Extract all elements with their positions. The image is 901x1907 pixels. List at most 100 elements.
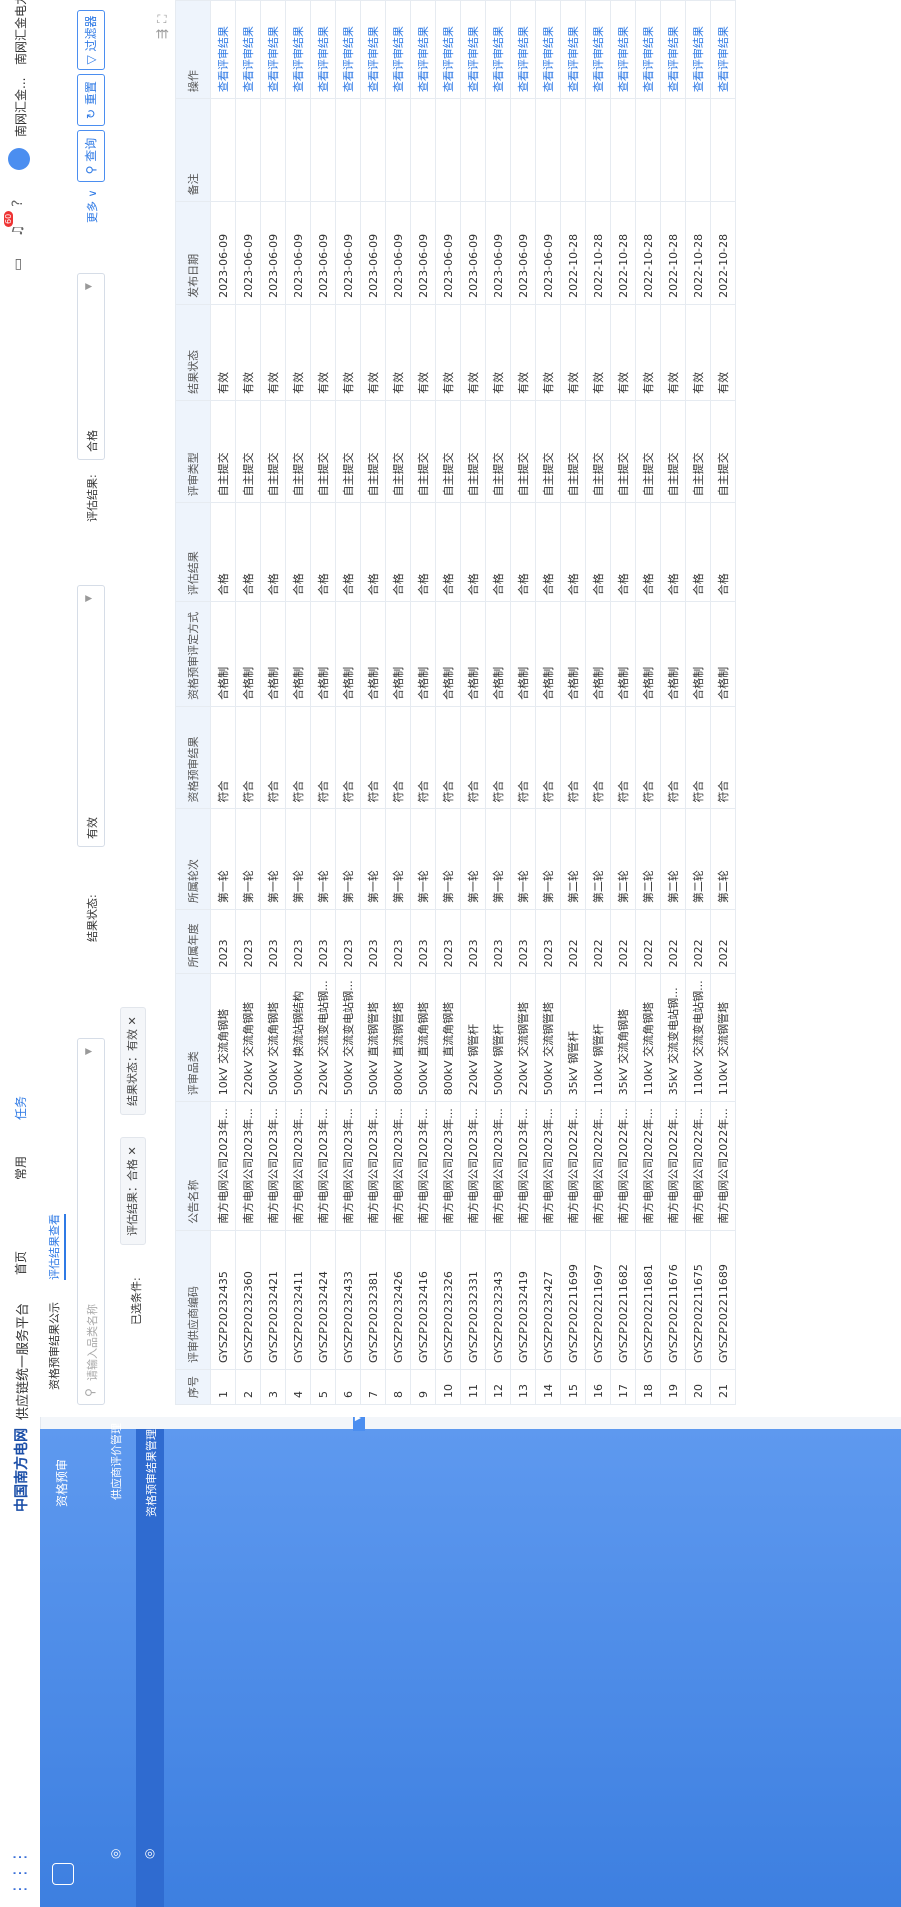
action-link[interactable]: 查看评审结果 <box>285 0 311 99</box>
table-cell: 合格 <box>235 502 261 602</box>
table-cell: 500kV 交流变电站钢... <box>335 973 361 1102</box>
column-header: 备注 <box>175 98 211 202</box>
action-link[interactable]: 查看评审结果 <box>260 0 286 99</box>
nav-item[interactable]: 常用 <box>14 1155 28 1180</box>
table-cell: GYSZP20232326 <box>435 1230 461 1370</box>
table-cell: 2022 <box>660 909 686 974</box>
select-value: 有效 <box>86 817 99 839</box>
table-cell: 合格 <box>510 502 536 602</box>
action-link[interactable]: 查看评审结果 <box>635 0 661 99</box>
table-cell: 合格制 <box>660 601 686 707</box>
more-toggle[interactable]: 更多 ∨ <box>86 189 99 223</box>
table-cell <box>635 98 661 202</box>
tab[interactable]: 资格预审结果公示 <box>48 1302 61 1390</box>
table-cell: 合格 <box>285 502 311 602</box>
menu-item[interactable]: 资格预审 <box>55 1458 69 1507</box>
filter-button[interactable]: ▽ 过滤器 <box>77 10 105 70</box>
action-link[interactable]: 查看评审结果 <box>435 0 461 99</box>
action-link[interactable]: 查看评审结果 <box>335 0 361 99</box>
table-cell: 12 <box>485 1369 511 1405</box>
selected-label: 已选条件: <box>130 1277 143 1325</box>
table-cell: 南方电网公司2022年... <box>585 1101 611 1231</box>
avatar[interactable] <box>8 148 30 170</box>
table-cell: 800kV 直流角钢塔 <box>435 973 461 1102</box>
action-link[interactable]: 查看评审结果 <box>510 0 536 99</box>
action-link[interactable]: 查看评审结果 <box>685 0 711 99</box>
table-cell: GYSZP202211675 <box>685 1230 711 1370</box>
filter-label: 评估结果: <box>86 474 99 522</box>
table-cell: 合格 <box>385 502 411 602</box>
action-link[interactable]: 查看评审结果 <box>460 0 486 99</box>
table-cell: 合格 <box>485 502 511 602</box>
table-cell: 500kV 交流钢管塔 <box>535 973 561 1102</box>
action-link[interactable]: 查看评审结果 <box>535 0 561 99</box>
user-name[interactable]: 南网汇金电力设... <box>14 0 28 65</box>
menu-item[interactable]: 资格预审结果管理 <box>145 1429 158 1517</box>
table-cell: 第一轮 <box>535 808 561 910</box>
table-row: 5 GYSZP20232424 南方电网公司2023年... 220kV 交流变电站钢… <box>310 0 336 1405</box>
table-cell: GYSZP202211681 <box>635 1230 661 1370</box>
reset-button[interactable]: ↻ 重置 <box>77 74 105 126</box>
table-cell: 合格制 <box>685 601 711 707</box>
table-cell: 符合 <box>410 706 436 809</box>
nav-item[interactable]: 任务 <box>14 1095 28 1120</box>
action-link[interactable]: 查看评审结果 <box>610 0 636 99</box>
table-cell: 南方电网公司2023年... <box>460 1101 486 1231</box>
table-cell: 南方电网公司2023年... <box>410 1101 436 1231</box>
selected-tag[interactable]: 评估结果：合格 ✕ <box>120 1137 146 1245</box>
table-cell: 有效 <box>610 304 636 401</box>
action-link[interactable]: 查看评审结果 <box>560 0 586 99</box>
button-label: 重置 <box>84 81 98 106</box>
table-cell: 5 <box>310 1369 336 1405</box>
table-cell: 符合 <box>510 706 536 809</box>
table-cell: 有效 <box>635 304 661 401</box>
action-link[interactable]: 查看评审结果 <box>410 0 436 99</box>
table-cell: 南方电网公司2023年... <box>235 1101 261 1231</box>
table-cell: 2023 <box>385 909 411 974</box>
table-cell: 2022 <box>635 909 661 974</box>
app-grid-icon[interactable]: ⋮⋮⋮ <box>10 1849 29 1897</box>
action-link[interactable]: 查看评审结果 <box>710 0 736 99</box>
table-row: 20 GYSZP202211675 南方电网公司2022年... 110kV 交流变电… <box>685 0 711 1405</box>
action-link[interactable]: 查看评审结果 <box>235 0 261 99</box>
action-link[interactable]: 查看评审结果 <box>485 0 511 99</box>
table-cell: 2023-06-09 <box>235 201 261 305</box>
message-icon[interactable]: ▭ <box>10 257 26 271</box>
table-cell: GYSZP20232435 <box>210 1230 236 1370</box>
menu-item[interactable]: 供应商评价管理 <box>110 1423 123 1500</box>
table-cell: 15 <box>560 1369 586 1405</box>
table-cell: GYSZP202211676 <box>660 1230 686 1370</box>
action-link[interactable]: 查看评审结果 <box>210 0 236 99</box>
column-settings-icon[interactable]: ⇶ <box>155 28 169 39</box>
query-button[interactable]: ⚲ 查询 <box>77 130 105 182</box>
help-icon[interactable]: ? <box>10 199 26 207</box>
table-cell: 南方电网公司2023年... <box>535 1101 561 1231</box>
table-cell: 2023-06-09 <box>360 201 386 305</box>
table-cell: 合格制 <box>710 601 736 707</box>
user-org[interactable]: 南网汇金... <box>14 77 28 137</box>
table-cell: 220kV 钢管杆 <box>460 973 486 1102</box>
platform-name: 供应链统一服务平台 <box>16 1302 31 1420</box>
selected-tag[interactable]: 结果状态：有效 ✕ <box>120 1007 146 1115</box>
table-cell: 2022 <box>610 909 636 974</box>
table-cell: 2023 <box>535 909 561 974</box>
tab-active[interactable]: 评估结果查看 <box>46 1214 66 1280</box>
action-link[interactable]: 查看评审结果 <box>310 0 336 99</box>
table-cell: 有效 <box>460 304 486 401</box>
action-link[interactable]: 查看评审结果 <box>660 0 686 99</box>
table-cell: 符合 <box>685 706 711 809</box>
bell-icon[interactable]: ♫ <box>10 224 26 237</box>
table-cell: 自主提交 <box>485 400 511 503</box>
table-cell: 合格制 <box>385 601 411 707</box>
table-cell: 8 <box>385 1369 411 1405</box>
placeholder: 请输入品类名称 <box>86 1304 99 1381</box>
table-cell: 自主提交 <box>510 400 536 503</box>
table-cell: 第一轮 <box>410 808 436 910</box>
status-select[interactable] <box>77 585 105 847</box>
table-cell: 符合 <box>285 706 311 809</box>
action-link[interactable]: 查看评审结果 <box>360 0 386 99</box>
action-link[interactable]: 查看评审结果 <box>385 0 411 99</box>
nav-item[interactable]: 首页 <box>14 1250 28 1275</box>
fullscreen-icon[interactable]: ⛶ <box>155 14 169 23</box>
action-link[interactable]: 查看评审结果 <box>585 0 611 99</box>
